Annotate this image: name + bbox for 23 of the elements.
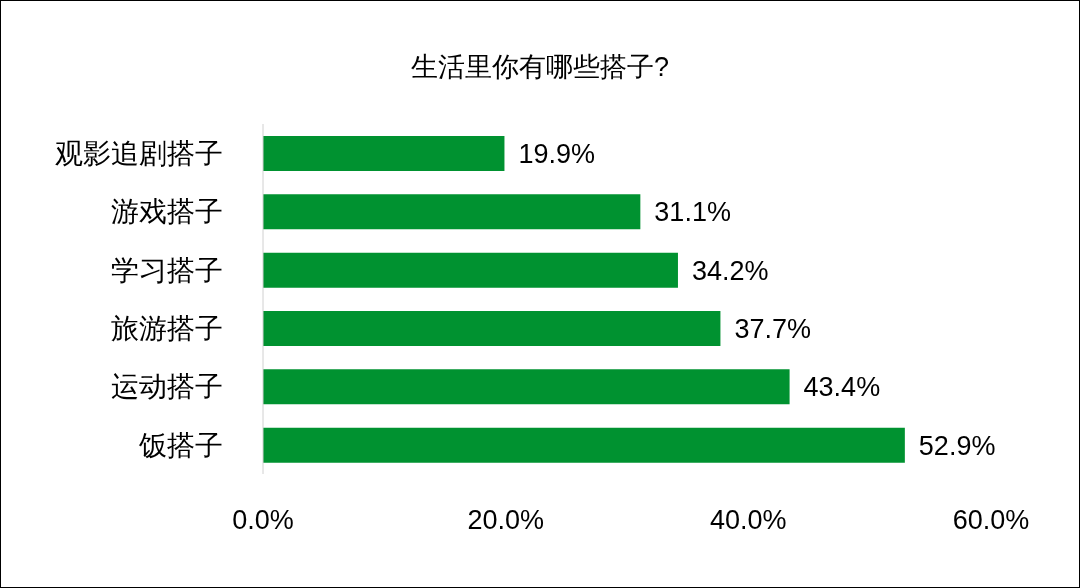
x-tick-label: 60.0%: [952, 505, 1030, 536]
bar: [263, 136, 505, 171]
x-tick-label: 0.0%: [232, 505, 294, 536]
x-tick-label: 40.0%: [710, 505, 787, 536]
y-tick-label: 旅游搭子: [111, 313, 223, 345]
bar: [263, 311, 721, 346]
data-label: 34.2%: [691, 255, 769, 286]
y-tick-label: 游戏搭子: [111, 196, 223, 228]
data-label: 52.9%: [918, 430, 996, 461]
data-label: 43.4%: [803, 372, 881, 403]
y-tick-label: 观影追剧搭子: [55, 138, 223, 170]
bar: [263, 194, 641, 230]
y-tick-label: 运动搭子: [111, 371, 223, 403]
data-label: 37.7%: [734, 314, 811, 345]
bar: [263, 427, 905, 463]
y-tick-label: 学习搭子: [111, 254, 223, 286]
data-label: 19.9%: [518, 139, 596, 170]
y-tick-label: 饭搭子: [138, 429, 223, 461]
chart-title: 生活里你有哪些搭子?: [410, 51, 670, 84]
bar: [263, 252, 678, 288]
data-label: 31.1%: [654, 197, 731, 228]
x-tick-label: 20.0%: [467, 505, 544, 536]
bar: [263, 369, 790, 405]
